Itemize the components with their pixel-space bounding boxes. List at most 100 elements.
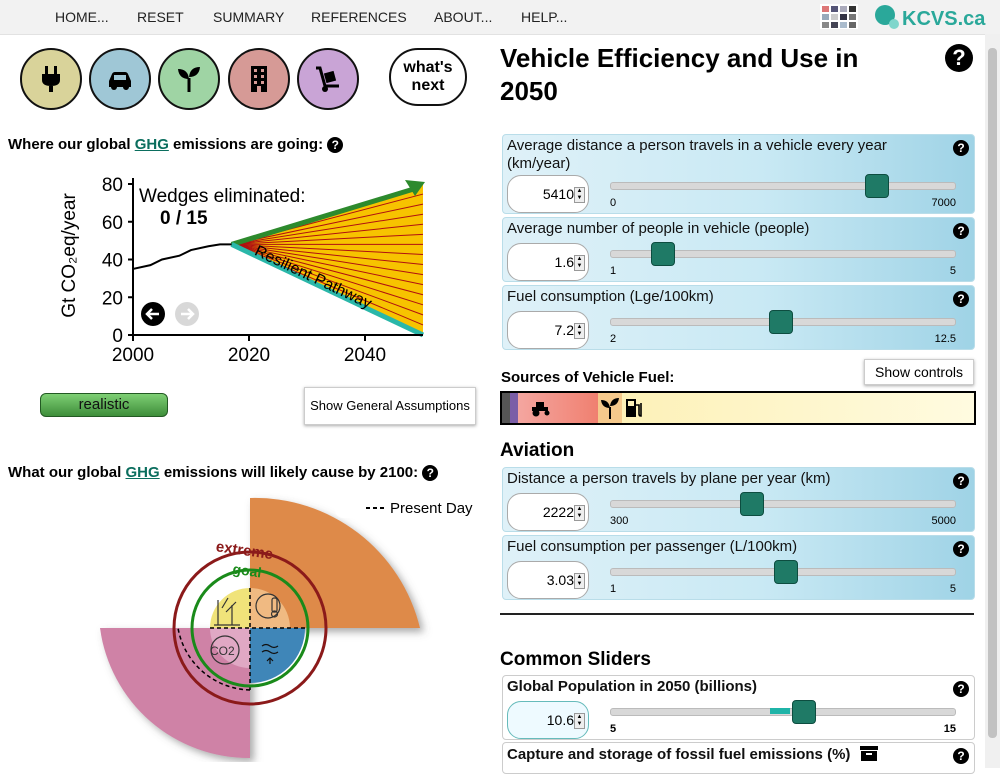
help-icon[interactable]: ? [953,541,969,557]
ghg-link[interactable]: GHG [134,136,169,153]
help-icon[interactable]: ? [953,473,969,489]
spinner-icon[interactable]: ▲ ▼ [574,505,585,521]
impact-quadrant-pink [210,628,250,668]
slider-label: Fuel consumption per passenger (L/100km) [507,538,798,555]
scrollbar-thumb[interactable] [988,48,997,738]
building-icon [251,66,267,92]
help-icon[interactable]: ? [953,748,969,764]
slider-handle[interactable] [769,310,794,334]
resilient-pathway-line [230,242,425,338]
help-icon[interactable]: ? [327,137,344,154]
slider-track[interactable] [610,182,956,190]
category-industry-button[interactable] [297,48,359,110]
whats-next-line2: next [411,77,445,94]
show-controls-button[interactable]: Show controls [864,359,974,385]
impact-heading: What our global GHG emissions will likel… [8,464,439,482]
kcvs-logo[interactable]: KCVS.ca [872,3,985,31]
category-electricity-button[interactable] [20,48,82,110]
help-icon[interactable]: ? [953,223,969,239]
spinner-icon[interactable]: ▲ ▼ [574,573,585,589]
arrow-right-icon [181,308,195,320]
value-input[interactable]: 10.6 ▲ ▼ [507,701,589,739]
slider-handle[interactable] [740,492,765,516]
nav-home[interactable]: HOME... [55,9,109,25]
sea-level-icon [261,643,279,664]
wedge-line [231,233,424,245]
value-input[interactable]: 5410 ▲ ▼ [507,175,589,213]
slider-track[interactable] [610,500,956,508]
thumbnail-grid-icon[interactable] [820,4,858,29]
slider-label-text: Capture and storage of fossil fuel emiss… [507,746,851,763]
spinner-icon[interactable]: ▲ ▼ [574,323,585,339]
nav-summary[interactable]: SUMMARY [213,9,285,25]
globe-thermometer-icon [255,593,281,619]
impact-heading-pre: What our global [8,464,126,481]
slider-min: 1 [610,265,617,277]
slider-vehicle-distance: Average distance a person travels in a v… [502,134,975,214]
spinner-icon[interactable]: ▲ ▼ [574,713,585,729]
slider-handle[interactable] [650,242,675,266]
whats-next-button[interactable]: what's next [389,48,467,106]
spinner-icon[interactable]: ▲ ▼ [574,187,585,203]
goal-label: goal [232,561,263,581]
slider-max: 5 [949,265,956,277]
aviation-heading: Aviation [500,440,575,461]
slider-track[interactable] [610,250,956,258]
slider-carbon-capture: Capture and storage of fossil fuel emiss… [502,742,975,774]
nav-about[interactable]: ABOUT... [434,9,493,25]
nav-help[interactable]: HELP... [521,9,568,25]
kcvs-logo-text: KCVS.ca [902,8,986,30]
slider-fuel-consumption: Fuel consumption (Lge/100km) ? 7.2 ▲ ▼ 2 1… [502,285,975,350]
help-icon[interactable]: ? [422,465,439,482]
slider-global-population: Global Population in 2050 (billions) ? 1… [502,675,975,740]
slider-max: 7000 [931,197,956,209]
slider-min: 5 [610,723,617,735]
impact-diagram: extreme goal CO2 Present Day [100,497,473,759]
slider-label: Capture and storage of fossil fuel emiss… [507,745,879,764]
sprout-icon [601,398,619,419]
goal-ring [190,568,310,688]
nav-references[interactable]: REFERENCES [311,9,407,25]
value-text: 10.6 [546,712,574,728]
arrow-head-icon [405,180,425,196]
page-title: Vehicle Efficiency and Use in 2050 [500,43,859,106]
y-tick-label: 60 [102,213,123,234]
slider-label: Fuel consumption (Lge/100km) [507,288,714,305]
value-input[interactable]: 1.6 ▲ ▼ [507,243,589,281]
fuel-pump-icon [626,399,642,417]
wedge-line [231,243,424,276]
scrollbar[interactable] [985,34,1000,768]
wedges-value: 0 / 15 [160,208,208,229]
category-buildings-button[interactable] [228,48,290,110]
category-transportation-button[interactable] [89,48,151,110]
value-input[interactable]: 2222 ▲ ▼ [507,493,589,531]
category-agriculture-button[interactable] [158,48,220,110]
help-icon[interactable]: ? [953,140,969,156]
value-text: 7.2 [554,322,574,338]
value-input[interactable]: 7.2 ▲ ▼ [507,311,589,349]
nav-reset[interactable]: RESET [137,9,184,25]
impact-quadrant-blue [250,628,305,683]
help-icon[interactable]: ? [953,681,969,697]
slider-handle[interactable] [774,560,799,584]
value-text: 5410 [542,186,574,202]
sources-heading: Sources of Vehicle Fuel: [501,369,675,386]
slider-plane-distance: Distance a person travels by plane per y… [502,467,975,532]
show-general-assumptions-button[interactable]: Show General Assumptions [304,387,476,425]
spinner-icon[interactable]: ▲ ▼ [574,255,585,271]
fuel-sources-bar[interactable] [500,391,976,425]
help-icon[interactable]: ? [953,291,969,307]
slider-max: 5 [949,583,956,595]
slider-handle[interactable] [864,174,889,198]
present-day-label: Present Day [390,500,473,517]
fuel-segment [622,393,974,423]
y-tick-label: 0 [112,326,123,347]
value-input[interactable]: 3.03 ▲ ▼ [507,561,589,599]
title-help-icon[interactable]: ? [945,44,973,72]
slider-label: Global Population in 2050 (billions) [507,678,758,695]
slider-handle[interactable] [791,700,816,724]
ghg-link[interactable]: GHG [125,464,160,481]
realistic-toggle[interactable]: realistic [40,393,168,417]
extreme-ring [172,550,328,706]
